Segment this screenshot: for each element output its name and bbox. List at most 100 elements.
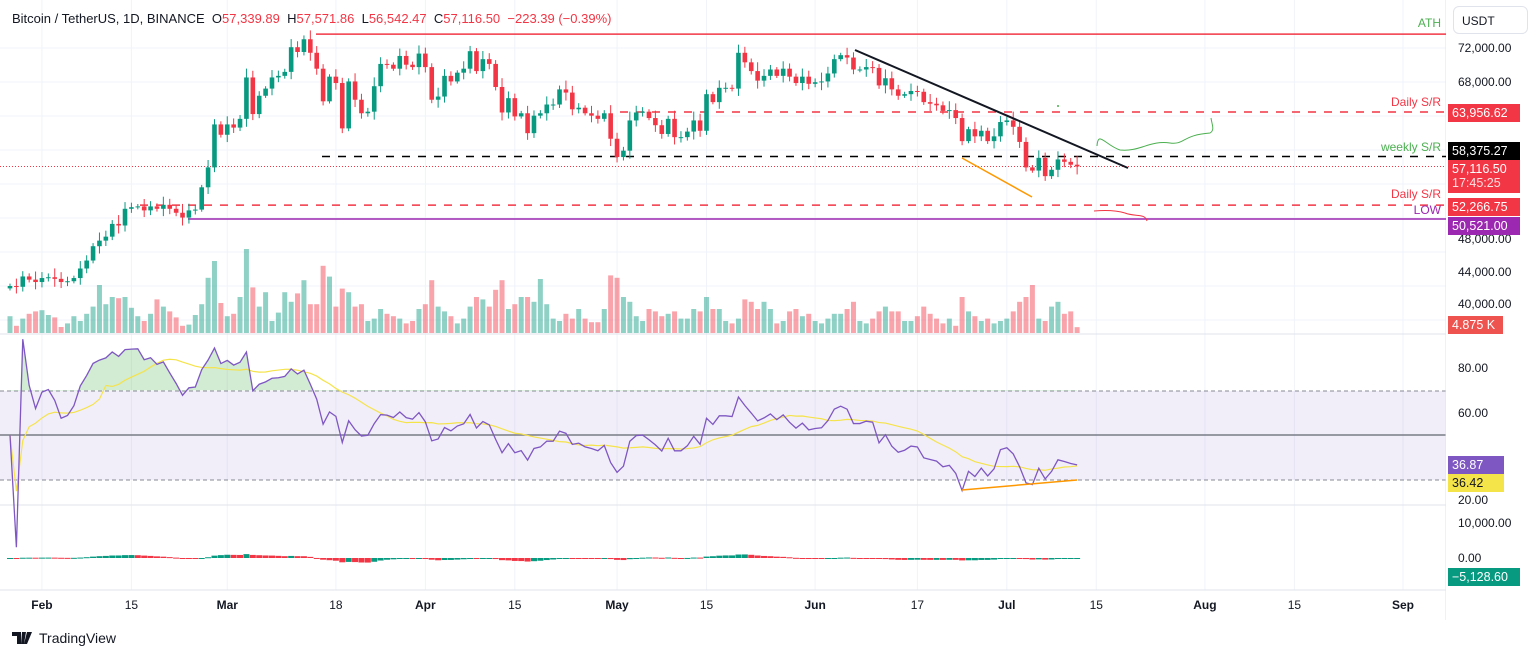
volume-bar bbox=[422, 304, 428, 333]
volume-bar bbox=[914, 316, 920, 333]
volume-bar bbox=[665, 313, 671, 333]
volume-bar bbox=[780, 321, 786, 333]
macd-bar bbox=[115, 555, 122, 558]
macd-bar bbox=[51, 557, 58, 559]
macd-bar bbox=[454, 558, 461, 560]
candle bbox=[742, 52, 748, 63]
tradingview-logo[interactable]: TradingView bbox=[12, 630, 116, 646]
candle bbox=[633, 112, 639, 121]
volume-bar bbox=[838, 313, 844, 333]
volume-bar bbox=[467, 306, 473, 333]
candle bbox=[269, 77, 275, 89]
candle bbox=[14, 286, 19, 288]
candle bbox=[550, 104, 556, 106]
macd-bar bbox=[965, 558, 972, 561]
candle bbox=[806, 76, 812, 84]
volume-bar bbox=[231, 313, 237, 333]
macd-bar bbox=[179, 558, 186, 559]
macd-bar bbox=[754, 555, 761, 558]
macd-bar bbox=[626, 558, 633, 560]
macd-bar bbox=[646, 557, 652, 559]
low-price-tag: 50,521.00 bbox=[1448, 217, 1520, 235]
volume-bar bbox=[697, 311, 703, 333]
macd-bar bbox=[435, 558, 442, 561]
bearish-path-drawing[interactable] bbox=[1093, 209, 1148, 222]
rsi-divergence-line[interactable] bbox=[961, 479, 1078, 491]
macd-bar bbox=[473, 558, 480, 559]
volume-bar bbox=[307, 304, 313, 333]
candle bbox=[927, 102, 933, 104]
macd-bar bbox=[773, 556, 780, 558]
candle bbox=[7, 286, 13, 289]
candle bbox=[1042, 157, 1048, 177]
currency-button[interactable]: USDT bbox=[1453, 6, 1528, 34]
open-label: O bbox=[211, 11, 223, 26]
chart-canvas[interactable] bbox=[0, 0, 1446, 620]
macd-bar bbox=[658, 557, 665, 559]
macd-bar bbox=[639, 557, 646, 559]
volume-bar bbox=[39, 310, 45, 333]
candle bbox=[167, 204, 173, 209]
candle bbox=[1004, 120, 1010, 123]
volume-bar bbox=[819, 323, 825, 333]
macd-bar bbox=[863, 558, 870, 559]
time-tick: 15 bbox=[1287, 598, 1302, 612]
volume-bar bbox=[978, 321, 984, 333]
candle bbox=[563, 89, 569, 93]
volume-bar bbox=[173, 317, 179, 333]
volume-bar bbox=[339, 288, 345, 333]
volume-bar bbox=[403, 323, 409, 333]
macd-bar bbox=[352, 558, 359, 563]
rsi-tick: 20.00 bbox=[1458, 493, 1489, 507]
candle bbox=[474, 51, 479, 72]
volume-bar bbox=[71, 316, 77, 333]
candle bbox=[109, 223, 115, 237]
volume-bar bbox=[218, 303, 224, 333]
tradingview-logo-icon bbox=[12, 632, 32, 644]
candle bbox=[525, 113, 530, 134]
volume-bar bbox=[352, 306, 358, 333]
candle bbox=[33, 279, 38, 283]
candle bbox=[627, 120, 633, 151]
candle bbox=[966, 129, 971, 142]
candle bbox=[295, 47, 300, 52]
candle bbox=[20, 276, 26, 287]
volume-bar bbox=[1023, 297, 1029, 333]
macd-bar bbox=[556, 558, 563, 559]
volume-bar bbox=[282, 292, 288, 333]
candle bbox=[97, 240, 102, 247]
bullish-path-drawing[interactable] bbox=[1096, 117, 1214, 151]
volume-bar bbox=[365, 321, 371, 333]
candle bbox=[455, 72, 460, 82]
candle bbox=[224, 124, 230, 135]
candle bbox=[250, 77, 256, 115]
macd-bar bbox=[575, 558, 582, 559]
price-divergence-line[interactable] bbox=[961, 157, 1033, 198]
volume-bar bbox=[812, 321, 818, 333]
volume-bar bbox=[972, 316, 978, 333]
symbol-legend[interactable]: Bitcoin / TetherUS, 1D, BINANCE O57,339.… bbox=[12, 11, 611, 26]
volume-bar bbox=[26, 313, 32, 333]
macd-bar bbox=[345, 558, 352, 562]
macd-bar bbox=[173, 557, 180, 559]
candle bbox=[959, 118, 965, 142]
candle bbox=[716, 87, 722, 103]
macd-bar bbox=[933, 558, 940, 560]
macd-bar bbox=[467, 558, 474, 559]
macd-bar bbox=[332, 558, 339, 561]
macd-bar bbox=[907, 558, 914, 560]
volume-bar bbox=[186, 324, 192, 333]
macd-bar bbox=[403, 558, 410, 559]
candle bbox=[129, 207, 134, 209]
volume-bar bbox=[7, 316, 13, 333]
volume-bar bbox=[122, 297, 128, 333]
candle bbox=[461, 68, 466, 73]
macd-bar bbox=[876, 558, 883, 559]
volume-bar bbox=[531, 301, 537, 333]
descending-trendline[interactable] bbox=[854, 49, 1129, 169]
candle bbox=[697, 120, 703, 131]
macd-bar bbox=[844, 557, 851, 559]
volume-bar bbox=[959, 297, 965, 333]
macd-bar bbox=[991, 558, 998, 560]
volume-bar bbox=[525, 297, 531, 333]
